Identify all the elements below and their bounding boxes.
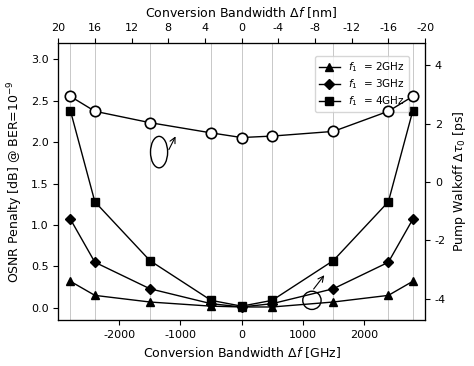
$f_1$  = 4GHz	[92, 199, 98, 204]
$f_1$  = 4GHz	[239, 304, 245, 308]
$f_1$  = 4GHz	[269, 298, 275, 303]
$f_1$  = 4GHz	[68, 108, 73, 113]
X-axis label: Conversion Bandwidth $\Delta f$ [nm]: Conversion Bandwidth $\Delta f$ [nm]	[146, 5, 338, 20]
$f_1$  = 4GHz	[410, 108, 416, 113]
Line: $f_1$  = 2GHz: $f_1$ = 2GHz	[66, 277, 417, 311]
$f_1$  = 2GHz	[239, 305, 245, 309]
$f_1$  = 3GHz	[330, 287, 336, 291]
$f_1$  = 2GHz	[385, 293, 391, 298]
$f_1$  = 4GHz	[147, 258, 153, 263]
$f_1$  = 3GHz	[147, 287, 153, 291]
$f_1$  = 3GHz	[68, 217, 73, 221]
$f_1$  = 4GHz	[385, 199, 391, 204]
$f_1$  = 2GHz	[68, 279, 73, 284]
Y-axis label: OSNR Penalty [dB] @ BER=10$^{-9}$: OSNR Penalty [dB] @ BER=10$^{-9}$	[6, 80, 25, 283]
Line: $f_1$  = 3GHz: $f_1$ = 3GHz	[66, 215, 417, 311]
$f_1$  = 3GHz	[410, 217, 416, 221]
$f_1$  = 2GHz	[269, 305, 275, 309]
Line: $f_1$  = 4GHz: $f_1$ = 4GHz	[66, 107, 417, 310]
$f_1$  = 2GHz	[92, 293, 98, 298]
Legend: $f_1$  = 2GHz, $f_1$  = 3GHz, $f_1$  = 4GHz: $f_1$ = 2GHz, $f_1$ = 3GHz, $f_1$ = 4GHz	[315, 56, 409, 112]
$f_1$  = 3GHz	[239, 305, 245, 309]
Y-axis label: Pump Walkoff $\Delta\tau_0$ [ps]: Pump Walkoff $\Delta\tau_0$ [ps]	[451, 111, 468, 253]
X-axis label: Conversion Bandwidth $\Delta f$ [GHz]: Conversion Bandwidth $\Delta f$ [GHz]	[143, 346, 340, 361]
$f_1$  = 2GHz	[410, 279, 416, 284]
$f_1$  = 3GHz	[269, 302, 275, 306]
$f_1$  = 2GHz	[330, 300, 336, 304]
$f_1$  = 2GHz	[208, 304, 214, 308]
$f_1$  = 4GHz	[330, 258, 336, 263]
$f_1$  = 2GHz	[147, 300, 153, 304]
$f_1$  = 3GHz	[385, 260, 391, 265]
$f_1$  = 3GHz	[208, 302, 214, 306]
$f_1$  = 4GHz	[208, 298, 214, 303]
$f_1$  = 3GHz	[92, 260, 98, 265]
